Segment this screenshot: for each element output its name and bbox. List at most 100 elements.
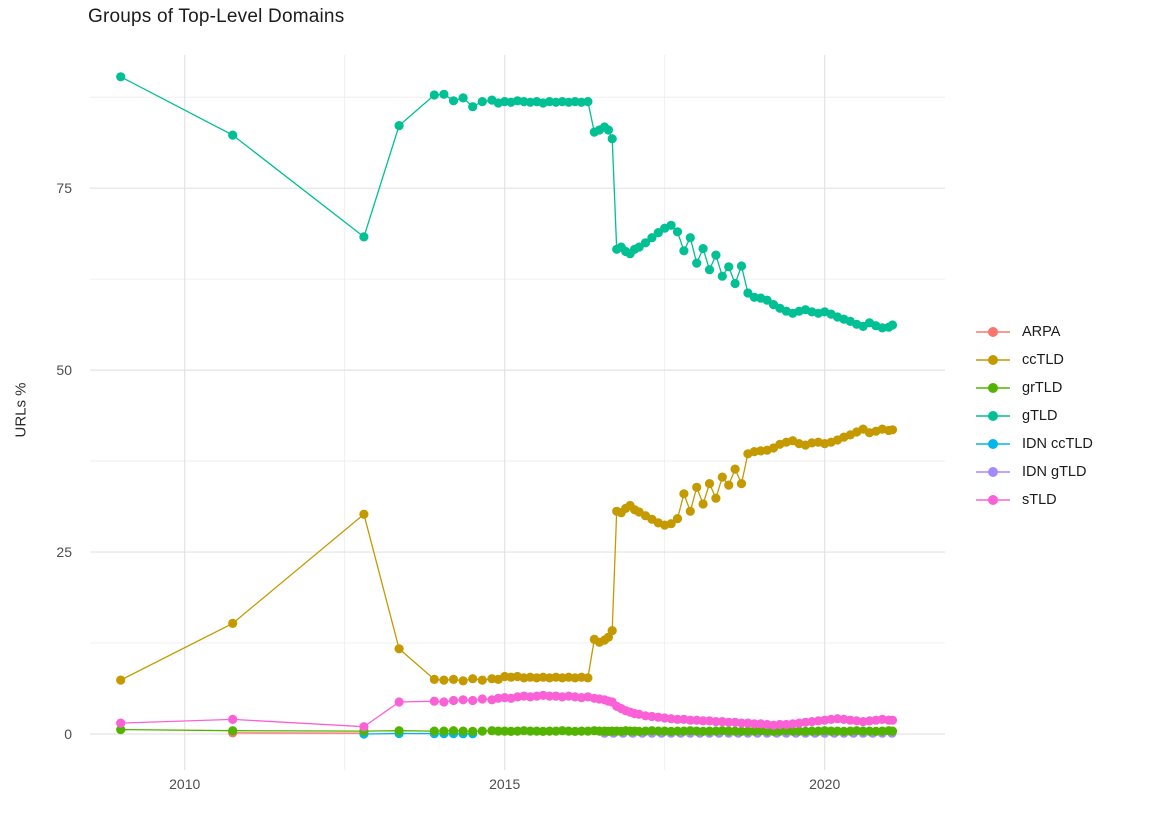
data-point	[762, 295, 772, 305]
data-point	[394, 726, 404, 736]
series-cctld	[116, 424, 898, 686]
data-point	[698, 716, 708, 726]
data-point	[685, 506, 695, 516]
data-point	[116, 725, 126, 735]
legend-item-cctld: ccTLD	[976, 346, 1093, 374]
data-point	[826, 726, 836, 736]
data-point	[711, 717, 721, 727]
data-point	[730, 464, 740, 474]
data-point	[448, 695, 459, 706]
data-point	[724, 480, 734, 490]
data-point	[887, 320, 898, 330]
data-point	[439, 726, 449, 736]
data-point	[448, 96, 459, 106]
data-point	[458, 93, 468, 103]
legend-label: sTLD	[1022, 492, 1057, 508]
data-point	[493, 726, 503, 736]
data-point	[603, 125, 614, 135]
data-point	[887, 425, 898, 435]
legend-label: grTLD	[1022, 380, 1063, 396]
data-point	[679, 246, 689, 256]
legend-key-icon	[976, 327, 1010, 337]
data-point	[429, 674, 439, 685]
y-tick-label: 25	[56, 544, 72, 561]
data-point	[468, 674, 478, 684]
series-gtld	[116, 72, 898, 333]
data-point	[736, 479, 747, 489]
data-point	[458, 676, 468, 686]
legend-key-icon	[976, 467, 1010, 477]
data-point	[887, 715, 898, 725]
data-point	[525, 726, 535, 736]
data-point	[607, 626, 617, 636]
data-point	[640, 238, 651, 248]
data-point	[228, 618, 238, 629]
data-point	[775, 719, 785, 730]
data-point	[429, 90, 439, 100]
legend-key-icon	[976, 355, 1010, 365]
data-point	[704, 479, 715, 489]
series-line	[120, 76, 893, 329]
data-point	[228, 726, 238, 736]
data-point	[116, 675, 126, 685]
data-point	[749, 719, 759, 729]
data-point	[439, 675, 449, 685]
legend-label: ARPA	[1022, 324, 1061, 340]
data-point	[887, 726, 898, 736]
x-tick-label: 2010	[169, 776, 201, 792]
y-tick-label: 50	[56, 362, 72, 379]
legend-key-icon	[976, 383, 1010, 393]
data-point	[704, 726, 715, 736]
legend-label: IDN gTLD	[1022, 464, 1087, 480]
series-arpa	[228, 728, 369, 738]
data-point	[477, 675, 487, 685]
data-point	[583, 97, 593, 107]
data-point	[359, 232, 369, 242]
data-point	[672, 714, 683, 725]
data-point	[228, 130, 238, 140]
data-point	[724, 717, 734, 727]
legend-key-icon	[976, 495, 1010, 505]
legend-item-grtld: grTLD	[976, 374, 1093, 402]
data-point	[458, 726, 468, 736]
data-point	[653, 726, 663, 736]
data-point	[788, 726, 798, 736]
chart-title: Groups of Top-Level Domains	[88, 6, 345, 27]
data-point	[807, 726, 817, 736]
data-point	[477, 726, 487, 736]
data-point	[858, 726, 868, 736]
legend-item-idn-cctld: IDN ccTLD	[976, 430, 1093, 458]
y-tick-label: 0	[64, 725, 72, 742]
legend-item-arpa: ARPA	[976, 318, 1093, 346]
data-point	[439, 697, 449, 707]
data-point	[544, 691, 555, 701]
data-point	[448, 726, 459, 736]
data-point	[228, 714, 238, 725]
series-stld	[116, 690, 898, 732]
legend-item-stld: sTLD	[976, 486, 1093, 514]
data-point	[685, 233, 695, 243]
legend-label: ccTLD	[1022, 352, 1064, 368]
data-point	[394, 697, 404, 707]
data-point	[647, 233, 657, 243]
data-point	[429, 726, 439, 736]
legend-label: IDN ccTLD	[1022, 436, 1093, 452]
data-point	[544, 726, 555, 736]
data-point	[429, 696, 439, 706]
data-point	[724, 726, 734, 736]
legend-item-idn-gtld: IDN gTLD	[976, 458, 1093, 486]
data-point	[704, 265, 715, 275]
data-point	[724, 262, 734, 272]
data-point	[394, 644, 404, 654]
data-point	[607, 134, 617, 144]
data-point	[672, 514, 683, 524]
data-point	[736, 261, 747, 271]
data-point	[666, 220, 676, 230]
data-point	[717, 271, 727, 281]
data-point	[576, 726, 587, 736]
data-point	[736, 718, 747, 728]
data-point	[468, 726, 478, 737]
data-point	[653, 228, 663, 238]
